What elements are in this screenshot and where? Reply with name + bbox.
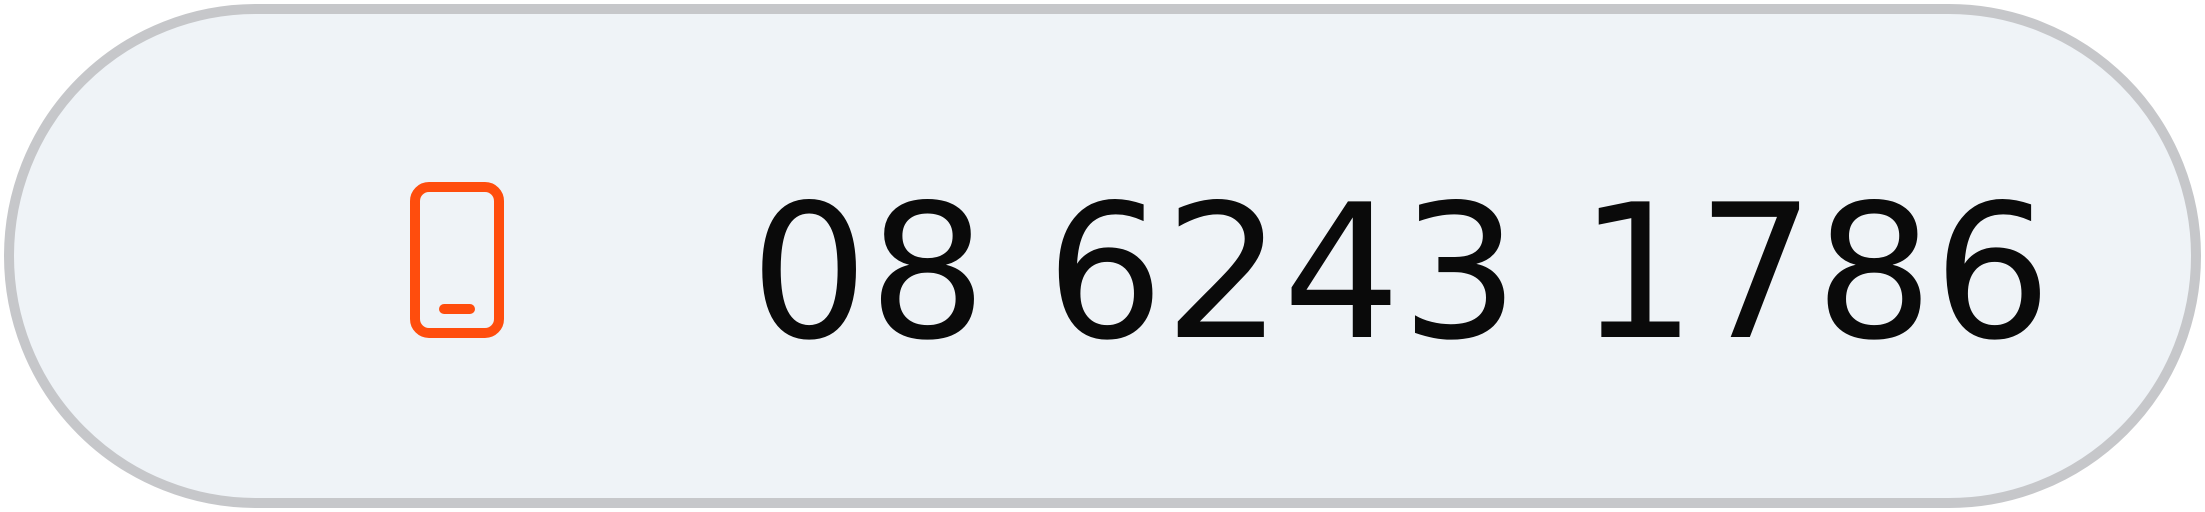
phone-contact-pill[interactable]: 08 6243 1786 xyxy=(4,4,2201,508)
phone-number: 08 6243 1786 xyxy=(750,164,2052,381)
phone-icon xyxy=(410,182,504,338)
